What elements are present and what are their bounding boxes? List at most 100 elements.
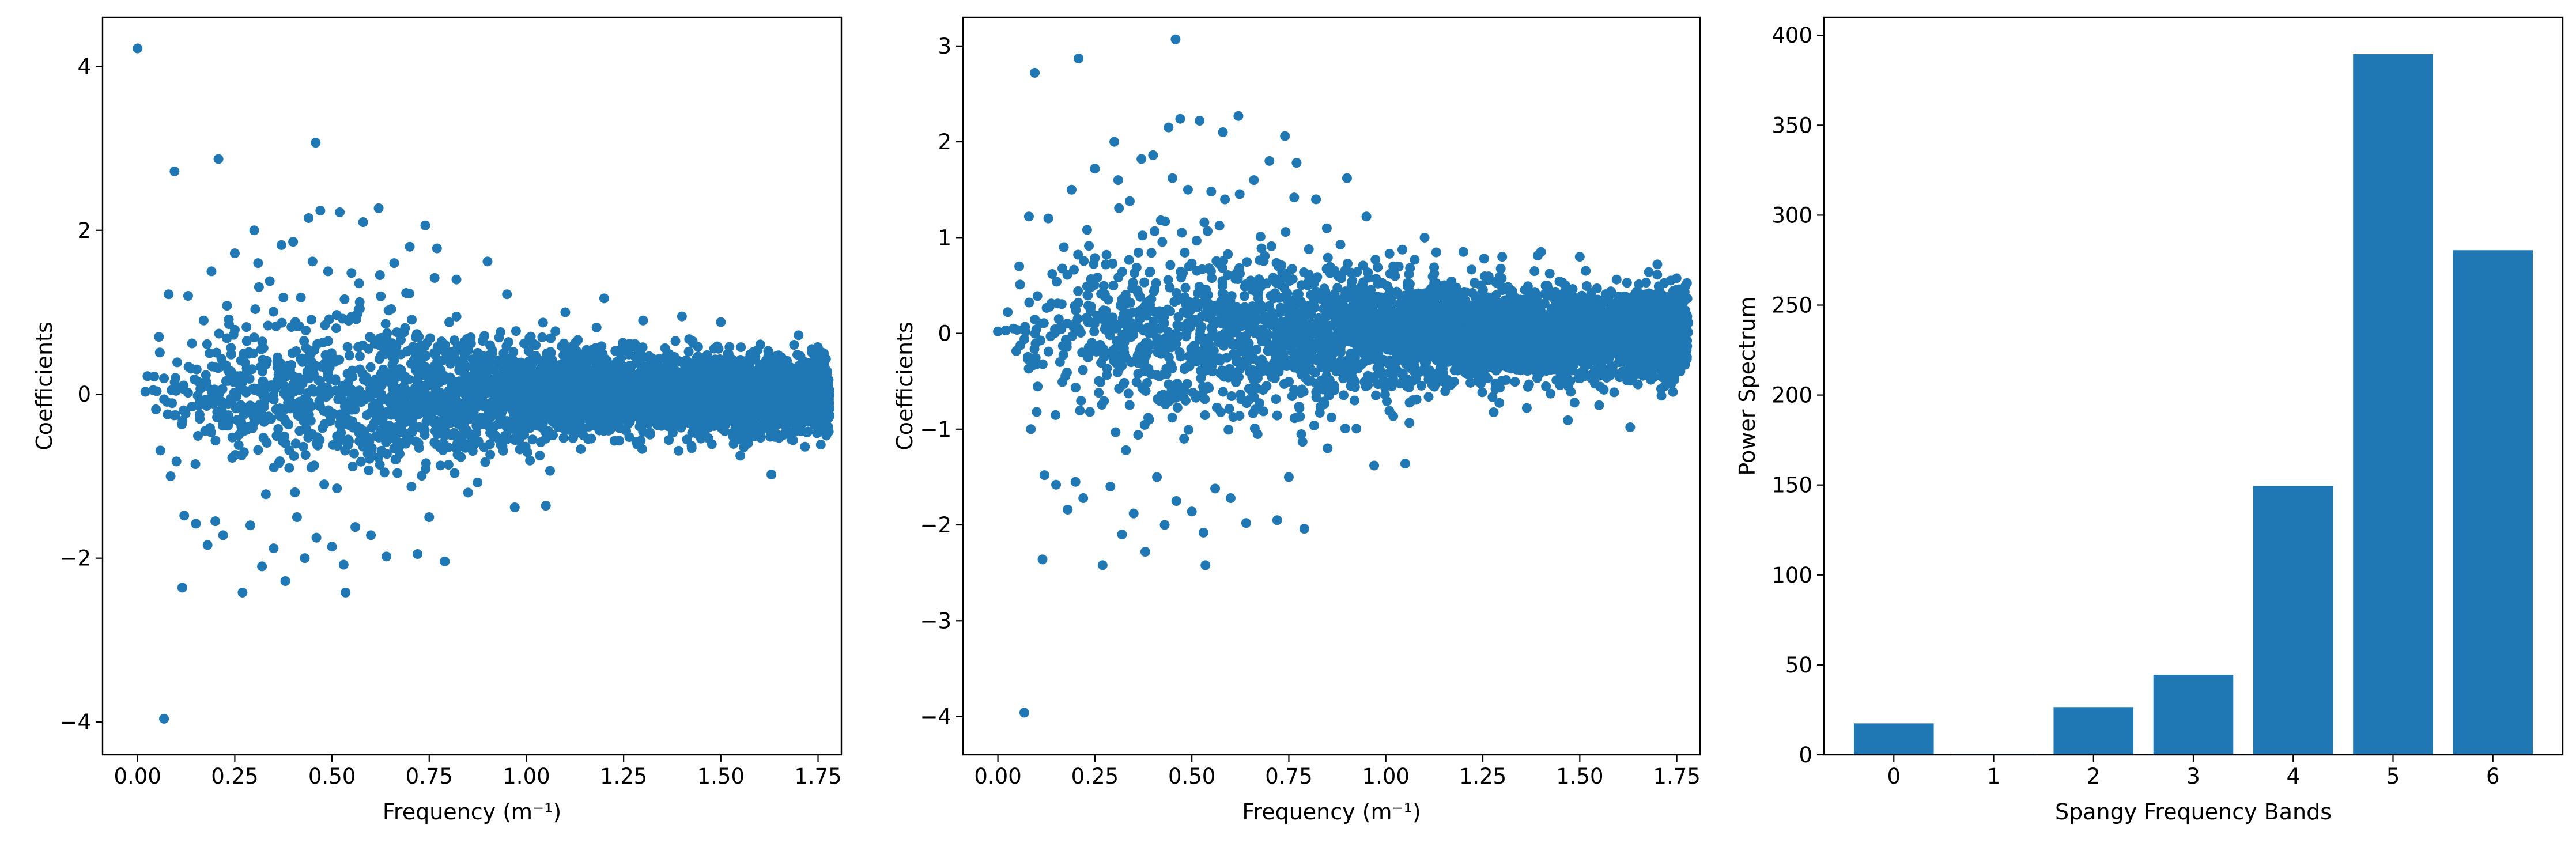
scatter-point xyxy=(353,309,363,319)
scatter-point xyxy=(758,415,769,426)
scatter-point xyxy=(459,336,470,347)
scatter-point xyxy=(288,237,299,247)
scatter-point xyxy=(207,387,217,398)
scatter-point xyxy=(641,409,652,419)
scatter-point xyxy=(286,322,297,332)
scatter-point xyxy=(344,350,354,361)
scatter-point xyxy=(376,350,386,361)
scatter-point xyxy=(454,376,464,387)
scatter-point xyxy=(316,390,326,400)
scatter-point xyxy=(284,463,294,473)
scatter-point xyxy=(660,353,671,364)
scatter-point xyxy=(440,430,451,440)
y-tick-label: 4 xyxy=(77,54,91,79)
scatter-point xyxy=(265,276,275,286)
scatter-point xyxy=(600,406,610,416)
scatter-point xyxy=(365,332,375,342)
scatter-point xyxy=(307,256,318,267)
scatter-point xyxy=(451,274,462,285)
scatter-point xyxy=(241,369,252,380)
scatter-point xyxy=(550,326,561,336)
scatter-point xyxy=(817,347,827,358)
scatter-point xyxy=(558,433,569,443)
scatter-point xyxy=(588,399,598,409)
scatter-point xyxy=(494,332,504,343)
scatter-point xyxy=(389,258,399,269)
scatter-point xyxy=(354,278,364,289)
scatter-point xyxy=(630,339,640,349)
scatter-point xyxy=(450,468,460,478)
scatter-point xyxy=(615,404,625,415)
scatter-point xyxy=(497,399,507,409)
scatter-point xyxy=(703,433,713,443)
scatter-point xyxy=(300,450,311,460)
x-tick-label: 1.50 xyxy=(697,764,745,789)
scatter-point xyxy=(236,414,246,425)
scatter-point xyxy=(269,307,279,317)
scatter-point xyxy=(351,396,361,406)
scatter-point xyxy=(396,394,406,404)
scatter-point xyxy=(421,458,431,468)
scatter-point xyxy=(253,445,263,455)
scatter-point xyxy=(503,337,513,347)
scatter-point xyxy=(592,360,602,370)
scatter-point xyxy=(488,365,498,375)
scatter-point xyxy=(584,421,594,432)
scatter-point xyxy=(599,417,610,428)
scatter-point xyxy=(1165,260,1176,270)
scatter-point xyxy=(683,346,694,357)
scatter-point xyxy=(329,354,339,364)
scatter-point xyxy=(341,587,351,598)
scatter-point xyxy=(354,342,364,352)
scatter-point xyxy=(171,385,181,396)
scatter-point xyxy=(400,323,410,333)
scatter-point xyxy=(313,375,324,385)
scatter-point xyxy=(356,456,366,467)
scatter-point xyxy=(1207,273,1217,283)
scatter-point xyxy=(266,414,276,424)
scatter-point xyxy=(316,361,326,372)
scatter-point xyxy=(302,366,312,377)
scatter-point xyxy=(545,466,555,476)
scatter-point xyxy=(688,336,698,346)
x-tick-label: 1.75 xyxy=(794,764,841,789)
scatter-point xyxy=(332,483,342,494)
scatter-point xyxy=(535,421,546,432)
scatter-point xyxy=(560,373,570,383)
scatter-point xyxy=(637,383,647,394)
scatter-point xyxy=(471,421,482,431)
scatter-point xyxy=(179,511,190,521)
scatter-point xyxy=(700,354,710,365)
scatter-point xyxy=(736,342,746,353)
scatter-point xyxy=(431,393,441,403)
scatter-point xyxy=(447,415,457,426)
scatter-point xyxy=(226,366,236,376)
scatter-point xyxy=(800,441,810,452)
scatter-point xyxy=(375,460,385,470)
scatter-point xyxy=(154,347,165,358)
scatter-point xyxy=(789,340,799,350)
scatter-point xyxy=(474,385,484,395)
scatter-point xyxy=(159,394,169,404)
scatter-point xyxy=(410,392,421,403)
scatter-point xyxy=(395,335,406,345)
scatter-point xyxy=(645,427,655,437)
scatter-point xyxy=(1569,398,1580,408)
scatter-point xyxy=(462,439,472,449)
scatter-point xyxy=(583,353,593,364)
scatter-point xyxy=(237,587,248,598)
y-tick-label: 2 xyxy=(77,218,91,243)
scatter-point xyxy=(458,385,468,395)
scatter-point xyxy=(249,383,259,394)
scatter-point xyxy=(498,348,509,358)
scatter-point xyxy=(266,392,276,403)
scatter-point xyxy=(229,324,240,335)
scatter-point xyxy=(560,417,571,427)
scatter-point xyxy=(463,487,473,498)
scatter-point xyxy=(425,333,436,343)
scatter-point xyxy=(654,419,664,430)
scatter-point xyxy=(260,489,271,500)
scatter-point xyxy=(301,424,312,434)
scatter-point xyxy=(357,369,368,379)
scatter-point xyxy=(210,516,221,527)
